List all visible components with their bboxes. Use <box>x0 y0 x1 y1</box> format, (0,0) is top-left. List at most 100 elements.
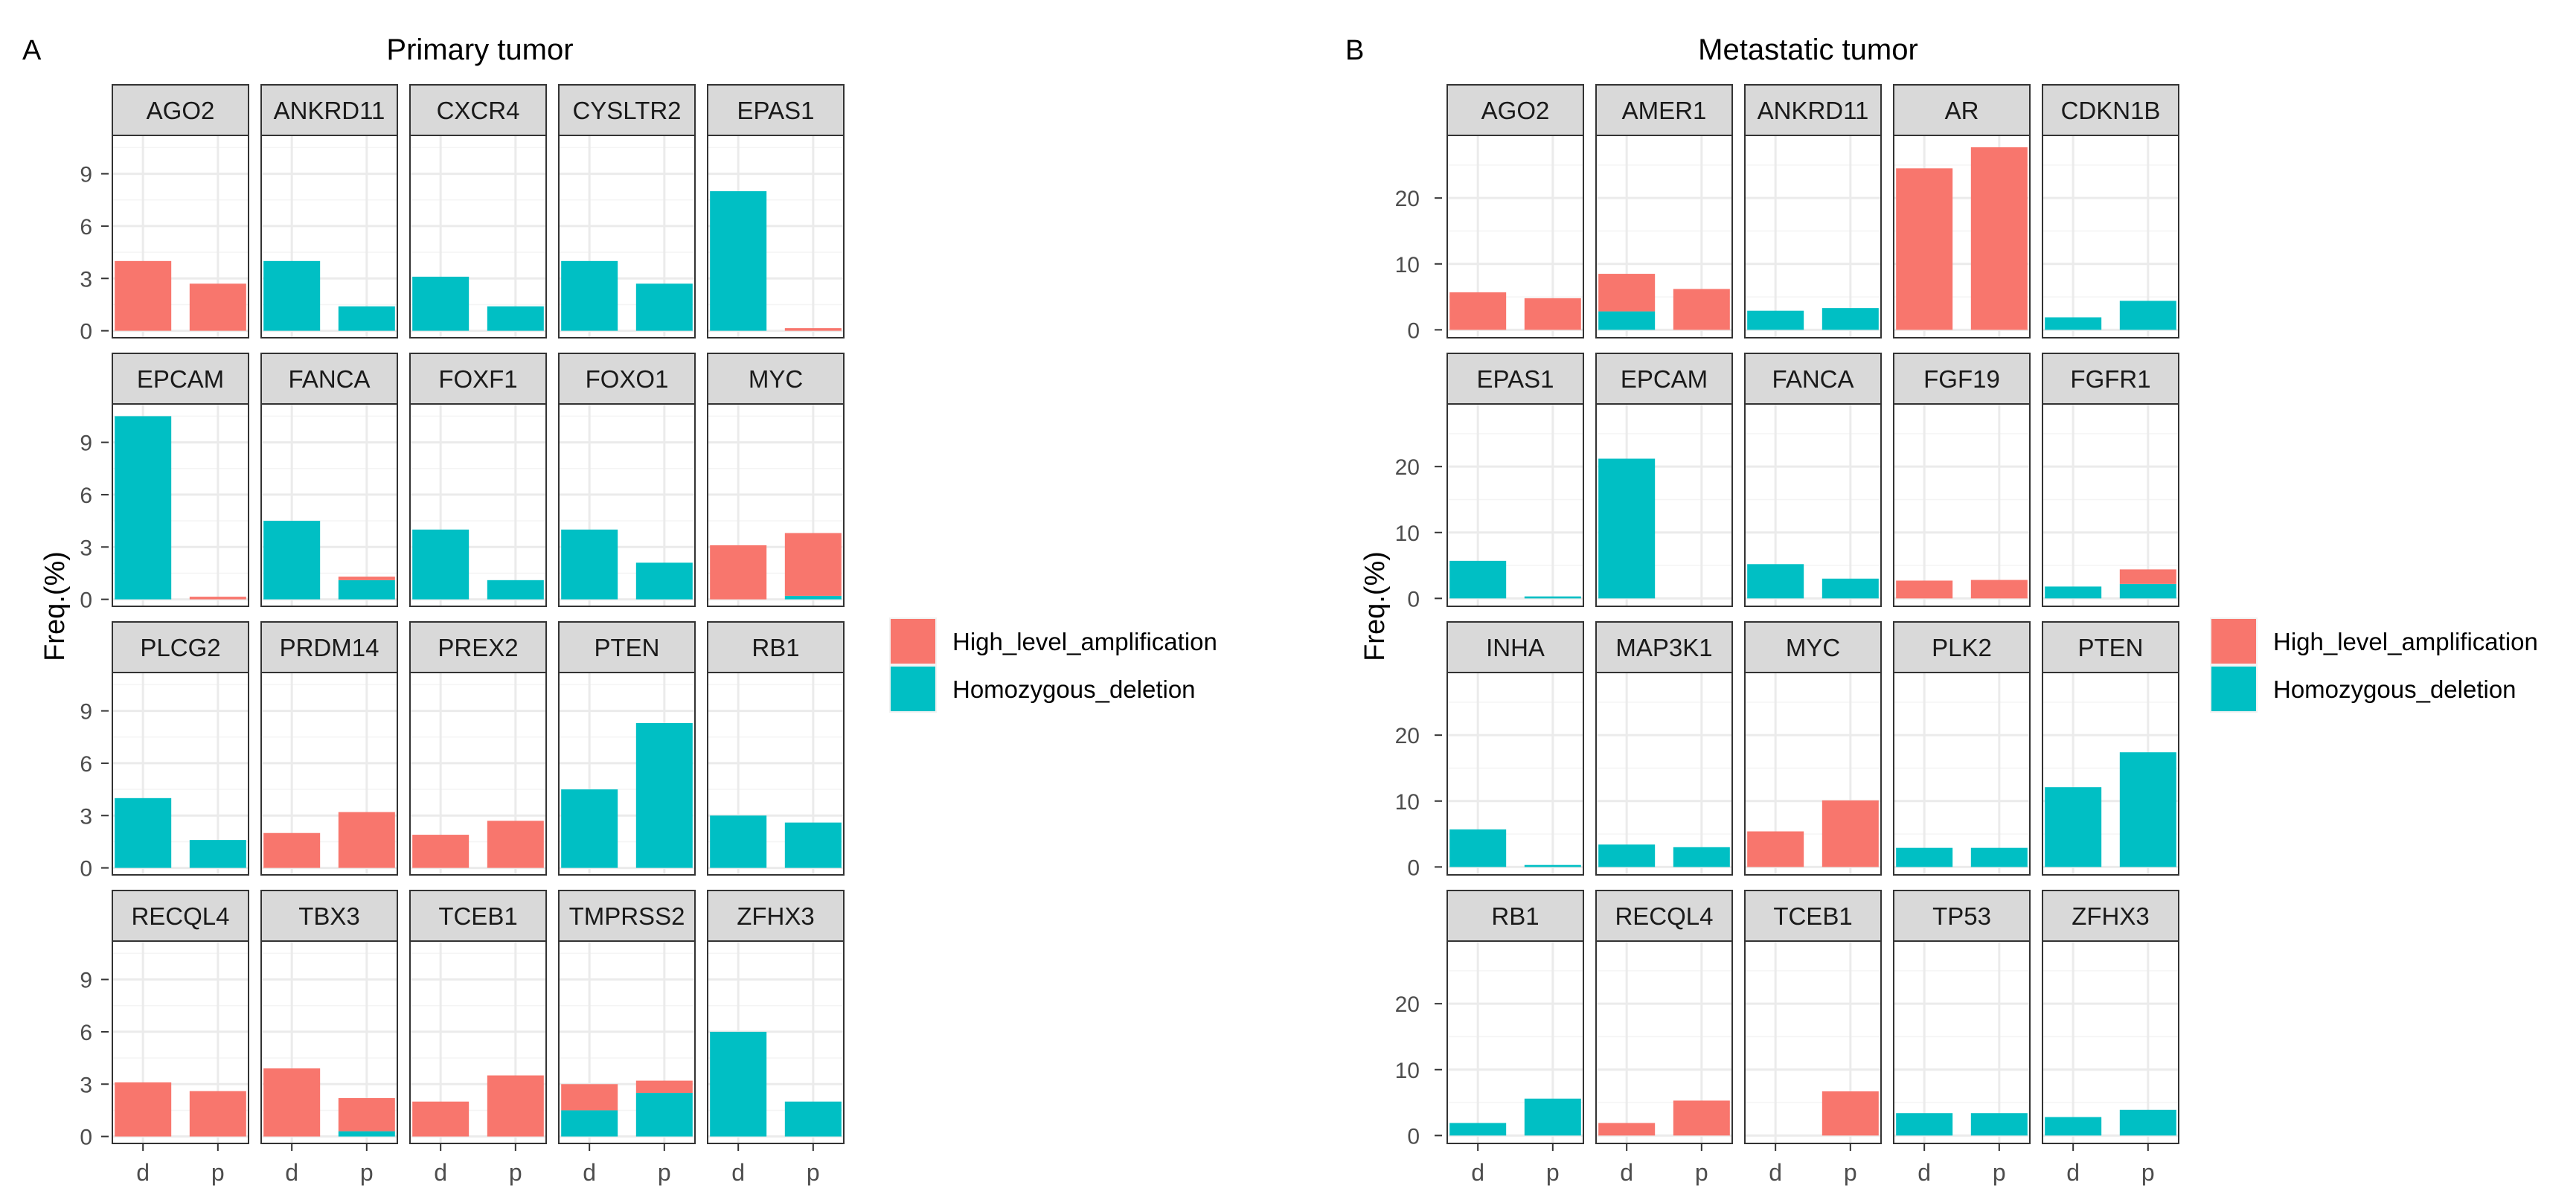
facet-panel-border <box>260 403 398 607</box>
legend-label-del: Homozygous_deletion <box>952 675 1196 703</box>
bar-amplification-p <box>635 1080 693 1093</box>
bar-deletion-p <box>2119 583 2176 599</box>
x-tick-label-p: p <box>1844 1159 1857 1186</box>
bar-deletion-d <box>2045 317 2102 330</box>
facet-strip-label: AMER1 <box>1622 97 1707 124</box>
facet-strip-label: EPCAM <box>137 365 224 393</box>
y-tick-label: 0 <box>80 1126 92 1150</box>
y-tick-label: 9 <box>80 969 92 993</box>
y-tick-label: 0 <box>80 857 92 882</box>
y-tick-label: 6 <box>80 1021 92 1045</box>
bar-amplification-p <box>1524 298 1581 330</box>
primary-facet-fanca: FANCA <box>260 353 398 607</box>
bar-deletion-d <box>710 191 767 331</box>
facet-strip-label: PRDM14 <box>280 634 379 661</box>
metastatic-facet-ar: AR <box>1893 84 2031 338</box>
metastatic-facet-fanca: FANCA <box>1744 353 1882 607</box>
bar-deletion-p <box>1822 578 1879 599</box>
facet-strip-label: RB1 <box>752 634 799 661</box>
facet-strip-label: EPAS1 <box>1477 365 1554 393</box>
y-tick-label: 10 <box>1395 790 1420 815</box>
facet-panel-border <box>558 403 696 607</box>
metastatic-facet-fgfr1: FGFR1 <box>2042 353 2179 607</box>
x-tick-label-d: d <box>731 1159 745 1186</box>
y-tick-label: 3 <box>80 267 92 292</box>
facet-panel-border <box>112 135 249 338</box>
facet-strip <box>112 84 249 136</box>
primary-facet-cysltr2: CYSLTR2 <box>558 84 696 338</box>
bar-deletion-d <box>412 529 470 600</box>
facet-strip-label: EPCAM <box>1621 365 1708 393</box>
bar-amplification-p <box>1822 800 1879 867</box>
y-tick-label: 0 <box>1407 1124 1420 1149</box>
x-tick-label-p: p <box>2141 1159 2155 1186</box>
facet-strip-label: TCEB1 <box>438 902 517 930</box>
y-tick-label: 6 <box>80 215 92 240</box>
bar-deletion-p <box>338 306 395 331</box>
x-tick-label-p: p <box>211 1159 225 1186</box>
facet-panel-border <box>707 135 845 338</box>
bar-deletion-p <box>338 1131 395 1137</box>
facet-panel-border <box>1446 403 1584 607</box>
bar-amplification-p <box>784 328 842 331</box>
facet-strip-label: PREX2 <box>438 634 518 661</box>
facet-strip <box>1595 621 1733 673</box>
facet-strip <box>409 621 547 673</box>
legend-swatch-amp <box>891 619 935 664</box>
bar-amplification-p <box>487 821 544 868</box>
bar-deletion-p <box>1970 847 2028 867</box>
facet-panel-border <box>1446 135 1584 338</box>
facet-strip <box>1893 621 2031 673</box>
bar-deletion-d <box>1449 560 1507 599</box>
bar-amplification-p <box>1970 580 2028 599</box>
facet-panel-border <box>1893 135 2031 338</box>
primary-facet-ankrd11: ANKRD11 <box>260 84 398 338</box>
facet-strip <box>2042 353 2179 405</box>
bar-deletion-d <box>1747 310 1804 330</box>
facet-panel-border <box>2042 403 2179 607</box>
x-tick-label-d: d <box>1620 1159 1633 1186</box>
bar-amplification-p <box>1673 1100 1730 1136</box>
facet-panel-border <box>409 940 547 1144</box>
bar-deletion-d <box>1598 458 1656 599</box>
bar-amplification-d <box>1598 274 1656 312</box>
facet-strip <box>1893 84 2031 136</box>
bar-deletion-d <box>2045 1117 2102 1136</box>
facet-strip <box>409 353 547 405</box>
facet-strip <box>409 890 547 942</box>
bar-deletion-d <box>263 260 321 331</box>
facet-strip-label: TCEB1 <box>1773 902 1852 930</box>
facet-strip-label: PTEN <box>2077 634 2143 661</box>
bar-amplification-p <box>784 533 842 596</box>
facet-strip-label: FANCA <box>1772 365 1853 393</box>
facet-panel-border <box>1595 403 1733 607</box>
facet-panel-border <box>1893 672 2031 876</box>
bar-deletion-p <box>487 580 544 600</box>
facet-panel-border <box>112 672 249 876</box>
bar-amplification-d <box>1598 1123 1656 1136</box>
facet-strip <box>558 890 696 942</box>
facet-strip-label: FANCA <box>288 365 370 393</box>
y-tick-label: 20 <box>1395 187 1420 211</box>
facet-strip <box>112 353 249 405</box>
facet-strip-label: MAP3K1 <box>1615 634 1712 661</box>
bar-amplification-p <box>487 1075 544 1137</box>
bar-deletion-p <box>784 1101 842 1137</box>
facet-panel-border <box>558 135 696 338</box>
facet-strip-label: MYC <box>749 365 803 393</box>
facet-panel-border <box>1744 672 1882 876</box>
y-tick-label: 9 <box>80 163 92 187</box>
facet-strip-label: ANKRD11 <box>1758 97 1869 124</box>
facet-panel-border <box>260 940 398 1144</box>
bar-amplification-d <box>710 545 767 600</box>
facet-panel-border <box>112 403 249 607</box>
y-tick-label: 20 <box>1395 724 1420 748</box>
bar-deletion-d <box>115 416 172 600</box>
x-tick-label-p: p <box>807 1159 820 1186</box>
bar-deletion-p <box>2119 301 2176 330</box>
facet-panel-border <box>1744 403 1882 607</box>
x-tick-label-d: d <box>2066 1159 2080 1186</box>
legend-label-amp: High_level_amplification <box>952 628 1217 655</box>
bar-deletion-p <box>635 1093 693 1137</box>
bar-amplification-d <box>115 260 172 331</box>
